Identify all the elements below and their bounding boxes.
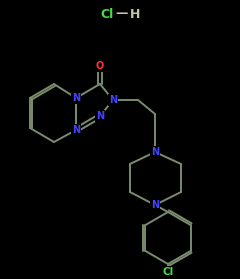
Text: N: N (109, 95, 117, 105)
Text: Cl: Cl (100, 8, 114, 20)
Text: N: N (72, 125, 80, 135)
Text: —: — (116, 8, 128, 20)
Text: H: H (130, 8, 140, 20)
Text: N: N (151, 200, 159, 210)
Text: N: N (72, 93, 80, 103)
Text: N: N (96, 111, 104, 121)
Text: Cl: Cl (162, 267, 174, 277)
Text: O: O (96, 61, 104, 71)
Text: N: N (151, 147, 159, 157)
